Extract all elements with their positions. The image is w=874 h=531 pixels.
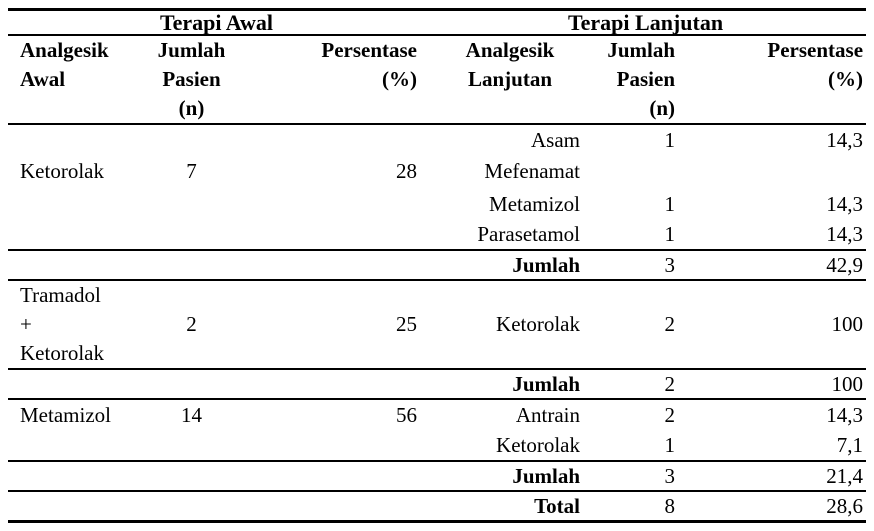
subtotal-pct: 42,9 bbox=[685, 249, 867, 281]
col-header-jumlah-pasien-awal: Jumlah Pasien (n) bbox=[150, 35, 245, 125]
subtotal-row: Jumlah 2 100 bbox=[8, 368, 867, 400]
cell-followup-analgesic: Ketorolak bbox=[496, 433, 581, 457]
total-n: 8 bbox=[595, 490, 686, 523]
cell-followup-n: 1 bbox=[664, 433, 676, 457]
cell-followup-pct: 100 bbox=[831, 312, 864, 336]
col-header-analgesik-awal: Analgesik Awal bbox=[8, 35, 150, 125]
cell-initial-analgesic: Metamizol bbox=[20, 403, 111, 427]
table-row: Tramadol + Ketorolak 2 25 Ketorolak 2 10… bbox=[8, 280, 866, 369]
col-header-line: Pasien bbox=[616, 67, 676, 91]
col-header-jumlah-pasien-lanjutan: Jumlah Pasien (n) bbox=[595, 35, 686, 125]
cell-followup-analgesic: Ketorolak bbox=[496, 312, 581, 336]
subtotal-n: 3 bbox=[595, 249, 686, 281]
cell-followup-analgesic: Asam Mefenamat bbox=[425, 124, 595, 188]
col-header-persentase-lanjutan: Persentase (%) bbox=[685, 35, 867, 125]
total-label: Total bbox=[425, 490, 596, 523]
initial-analgesic-line: Ketorolak bbox=[20, 341, 104, 365]
col-header-line: Jumlah bbox=[157, 38, 226, 62]
subtotal-label: Jumlah bbox=[425, 249, 596, 281]
cell-followup-n: 2 bbox=[664, 403, 676, 427]
col-header-line: Pasien bbox=[162, 67, 221, 91]
cell-initial-n: 2 bbox=[186, 312, 197, 336]
total-row: Total 8 28,6 bbox=[8, 490, 867, 523]
col-header-line: (%) bbox=[828, 67, 864, 91]
subtotal-n: 2 bbox=[595, 368, 686, 400]
subtotal-pct: 21,4 bbox=[685, 460, 867, 492]
cell-initial-n: 7 bbox=[186, 159, 197, 183]
subtotal-n: 3 bbox=[595, 460, 686, 492]
empty-cell bbox=[8, 368, 426, 400]
cell-initial-analgesic: Tramadol + Ketorolak bbox=[8, 280, 150, 369]
table-row: Metamizol 1 14,3 bbox=[8, 188, 866, 219]
cell-followup-pct: 14,3 bbox=[826, 222, 864, 246]
cell-followup-n: 1 bbox=[664, 222, 676, 246]
cell-followup-n: 2 bbox=[664, 312, 676, 336]
followup-analgesic-line: Asam bbox=[531, 128, 581, 152]
cell-initial-n: 14 bbox=[181, 403, 202, 427]
cell-followup-n: 1 bbox=[664, 128, 676, 152]
cell-followup-analgesic: Parasetamol bbox=[477, 222, 581, 246]
cell-initial-pct: 28 bbox=[396, 159, 418, 183]
group-header-terapi-awal: Terapi Awal bbox=[8, 9, 426, 36]
col-header-line: (n) bbox=[649, 96, 676, 120]
col-header-analgesik-lanjutan: Analgesik Lanjutan bbox=[425, 35, 596, 125]
empty-cell bbox=[8, 460, 426, 492]
col-header-persentase-awal: Persentase (%) bbox=[245, 35, 426, 125]
group-header-terapi-lanjutan: Terapi Lanjutan bbox=[425, 9, 867, 36]
subtotal-pct: 100 bbox=[685, 368, 867, 400]
table-row: Ketorolak 7 28 Asam Mefenamat 1 14,3 bbox=[8, 124, 866, 188]
subtotal-label: Jumlah bbox=[425, 460, 596, 492]
col-header-line: Analgesik bbox=[465, 38, 555, 62]
table-row: Parasetamol 1 14,3 bbox=[8, 219, 866, 250]
followup-analgesic-line: Mefenamat bbox=[484, 159, 581, 183]
cell-followup-pct: 14,3 bbox=[826, 128, 864, 152]
total-pct: 28,6 bbox=[685, 490, 867, 523]
subtotal-row: Jumlah 3 21,4 bbox=[8, 460, 867, 492]
col-header-line: (n) bbox=[178, 96, 205, 120]
table-row: Metamizol 14 56 Antrain 2 14,3 bbox=[8, 399, 866, 430]
initial-analgesic-line: + bbox=[20, 312, 32, 336]
col-header-line: Analgesik bbox=[20, 38, 109, 62]
cell-followup-pct: 14,3 bbox=[826, 191, 864, 216]
document-page: Terapi Awal Terapi Lanjutan Analgesik Aw… bbox=[0, 8, 874, 531]
cell-initial-pct: 25 bbox=[396, 312, 418, 336]
column-header-row: Analgesik Awal Jumlah Pasien (n) Persent… bbox=[8, 35, 867, 125]
col-header-line: Awal bbox=[20, 67, 66, 91]
cell-initial-analgesic: Ketorolak bbox=[20, 159, 104, 183]
therapy-table: Terapi Awal Terapi Lanjutan Analgesik Aw… bbox=[8, 8, 867, 523]
table-row: Ketorolak 1 7,1 bbox=[8, 430, 866, 461]
empty-cell bbox=[8, 490, 426, 523]
col-header-line: (%) bbox=[382, 67, 418, 91]
cell-followup-analgesic: Metamizol bbox=[489, 191, 581, 216]
cell-followup-pct: 14,3 bbox=[826, 403, 864, 427]
cell-followup-pct: 7,1 bbox=[836, 433, 864, 457]
cell-initial-pct: 56 bbox=[396, 403, 418, 427]
empty-cell bbox=[8, 249, 426, 281]
col-header-line: Persentase bbox=[321, 38, 418, 62]
group-header-row: Terapi Awal Terapi Lanjutan bbox=[8, 9, 867, 36]
subtotal-row: Jumlah 3 42,9 bbox=[8, 249, 867, 281]
cell-followup-analgesic: Antrain bbox=[515, 403, 581, 427]
col-header-line: Lanjutan bbox=[468, 67, 553, 91]
initial-analgesic-line: Tramadol bbox=[20, 283, 101, 307]
col-header-line: Jumlah bbox=[607, 38, 676, 62]
subtotal-label: Jumlah bbox=[425, 368, 596, 400]
col-header-line: Persentase bbox=[767, 38, 864, 62]
cell-followup-n: 1 bbox=[664, 191, 676, 216]
